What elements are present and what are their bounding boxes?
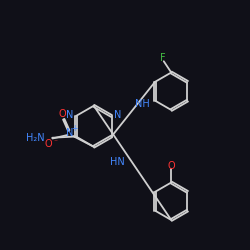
Text: ⁻: ⁻ bbox=[54, 137, 58, 146]
Text: +: + bbox=[71, 124, 78, 133]
Text: O: O bbox=[45, 139, 52, 149]
Text: N: N bbox=[66, 110, 74, 120]
Text: N: N bbox=[114, 110, 122, 120]
Text: O: O bbox=[168, 161, 175, 171]
Text: HN: HN bbox=[110, 156, 125, 166]
Text: N: N bbox=[66, 128, 74, 138]
Text: H₂N: H₂N bbox=[26, 133, 45, 143]
Text: NH: NH bbox=[134, 99, 149, 109]
Text: O: O bbox=[59, 109, 66, 119]
Text: F: F bbox=[160, 53, 165, 63]
